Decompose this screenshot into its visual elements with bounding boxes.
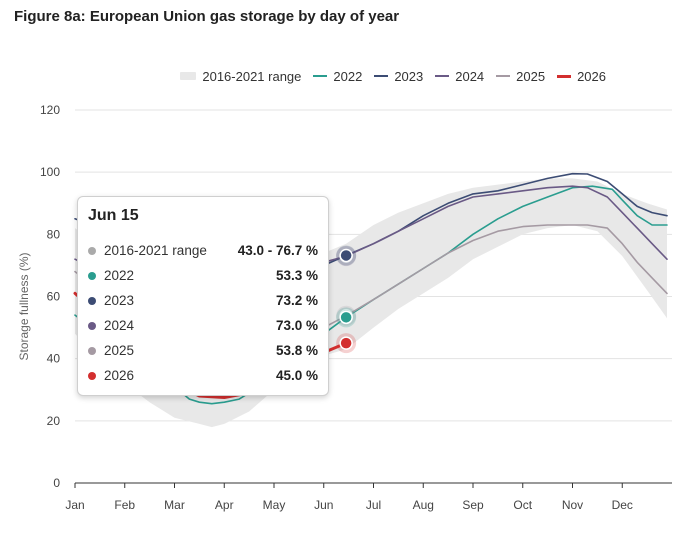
legend-label-2024: 2024 — [455, 68, 485, 84]
legend: 2016-2021 range 2022 2023 2024 2025 2026 — [0, 66, 684, 86]
legend-label-2025: 2025 — [516, 68, 546, 84]
tooltip-row: 2025 53.8 % — [88, 338, 318, 363]
y-tick-label: 0 — [53, 476, 60, 490]
tooltip-dot-icon — [88, 346, 96, 355]
x-tick-label: Feb — [114, 498, 135, 512]
y-tick-label: 20 — [47, 414, 61, 428]
legend-label-range: 2016-2021 range — [202, 68, 302, 84]
tooltip-row: 2026 45.0 % — [88, 363, 318, 388]
tooltip-dot-icon — [88, 296, 96, 305]
tooltip-series-name: 2016-2021 range — [104, 243, 207, 258]
legend-label-2026: 2026 — [577, 68, 606, 84]
hover-markers — [336, 245, 357, 354]
legend-item-2022[interactable]: 2022 — [313, 69, 362, 84]
tooltip-series-name: 2024 — [104, 318, 135, 333]
tooltip-series-value: 73.2 % — [275, 293, 318, 308]
x-tick-label: Aug — [413, 498, 434, 512]
tooltip-row: 2016-2021 range 43.0 - 76.7 % — [88, 238, 318, 263]
tooltip-row: 2024 73.0 % — [88, 313, 318, 338]
y-tick-label: 40 — [47, 352, 61, 366]
axes: 0 20 40 60 80 100 120 Jan Feb Mar Apr May Jun Jul Aug S… — [40, 103, 672, 512]
tooltip-series-value: 73.0 % — [275, 318, 318, 333]
x-tick-label: Jan — [65, 498, 84, 512]
legend-swatch-2025 — [496, 75, 511, 77]
tooltip-dot-icon — [88, 271, 96, 280]
hover-marker-2022 — [339, 310, 353, 325]
legend-item-2025[interactable]: 2025 — [496, 69, 545, 84]
x-tick-label: Mar — [164, 498, 185, 512]
x-tick-label: May — [263, 498, 286, 512]
tooltip-series-name: 2026 — [104, 368, 135, 383]
legend-swatch-2023 — [374, 75, 389, 77]
tooltip: Jun 15 2016-2021 range 43.0 - 76.7 % 2022 5… — [77, 196, 329, 396]
legend-swatch-2024 — [435, 75, 450, 77]
y-tick-label: 60 — [47, 290, 61, 304]
legend-item-2026[interactable]: 2026 — [557, 69, 606, 84]
tooltip-dot-icon — [88, 371, 96, 380]
tooltip-series-name: 2022 — [104, 268, 135, 283]
legend-item-2023[interactable]: 2023 — [374, 69, 423, 84]
tooltip-rows: 2016-2021 range 43.0 - 76.7 % 2022 53.3 % 20… — [88, 238, 318, 388]
x-tick-label: Apr — [215, 498, 234, 512]
legend-swatch-2026 — [557, 74, 572, 78]
legend-label-2023: 2023 — [394, 68, 424, 84]
legend-swatch-range — [180, 72, 197, 80]
tooltip-series-name: 2025 — [104, 343, 135, 358]
tooltip-row: 2023 73.2 % — [88, 288, 318, 313]
tooltip-dot-icon — [88, 321, 96, 330]
tooltip-series-value: 45.0 % — [275, 368, 318, 383]
x-tick-label: Sep — [462, 498, 484, 512]
tooltip-series-value: 43.0 - 76.7 % — [237, 243, 318, 258]
x-tick-label: Oct — [513, 498, 532, 512]
y-axis-title: Storage fullness (%) — [17, 252, 31, 360]
chart-title: Figure 8a: European Union gas storage by… — [14, 8, 400, 25]
y-tick-label: 120 — [40, 103, 60, 117]
hover-marker-2023 — [339, 248, 353, 263]
legend-swatch-2022 — [313, 75, 328, 77]
x-tick-label: Jun — [314, 498, 333, 512]
y-tick-label: 80 — [47, 227, 61, 241]
x-tick-label: Dec — [612, 498, 633, 512]
tooltip-date: Jun 15 — [88, 207, 139, 224]
tooltip-dot-icon — [88, 246, 96, 255]
x-tick-label: Jul — [366, 498, 381, 512]
tooltip-series-value: 53.8 % — [275, 343, 318, 358]
legend-label-2022: 2022 — [333, 68, 363, 84]
hover-marker-2026 — [339, 336, 353, 350]
legend-item-2024[interactable]: 2024 — [435, 69, 484, 84]
tooltip-series-name: 2023 — [104, 293, 135, 308]
y-tick-label: 100 — [40, 165, 60, 179]
tooltip-series-value: 53.3 % — [275, 268, 318, 283]
legend-item-range[interactable]: 2016-2021 range — [180, 69, 301, 84]
x-tick-label: Nov — [562, 498, 583, 512]
tooltip-row: 2022 53.3 % — [88, 263, 318, 288]
